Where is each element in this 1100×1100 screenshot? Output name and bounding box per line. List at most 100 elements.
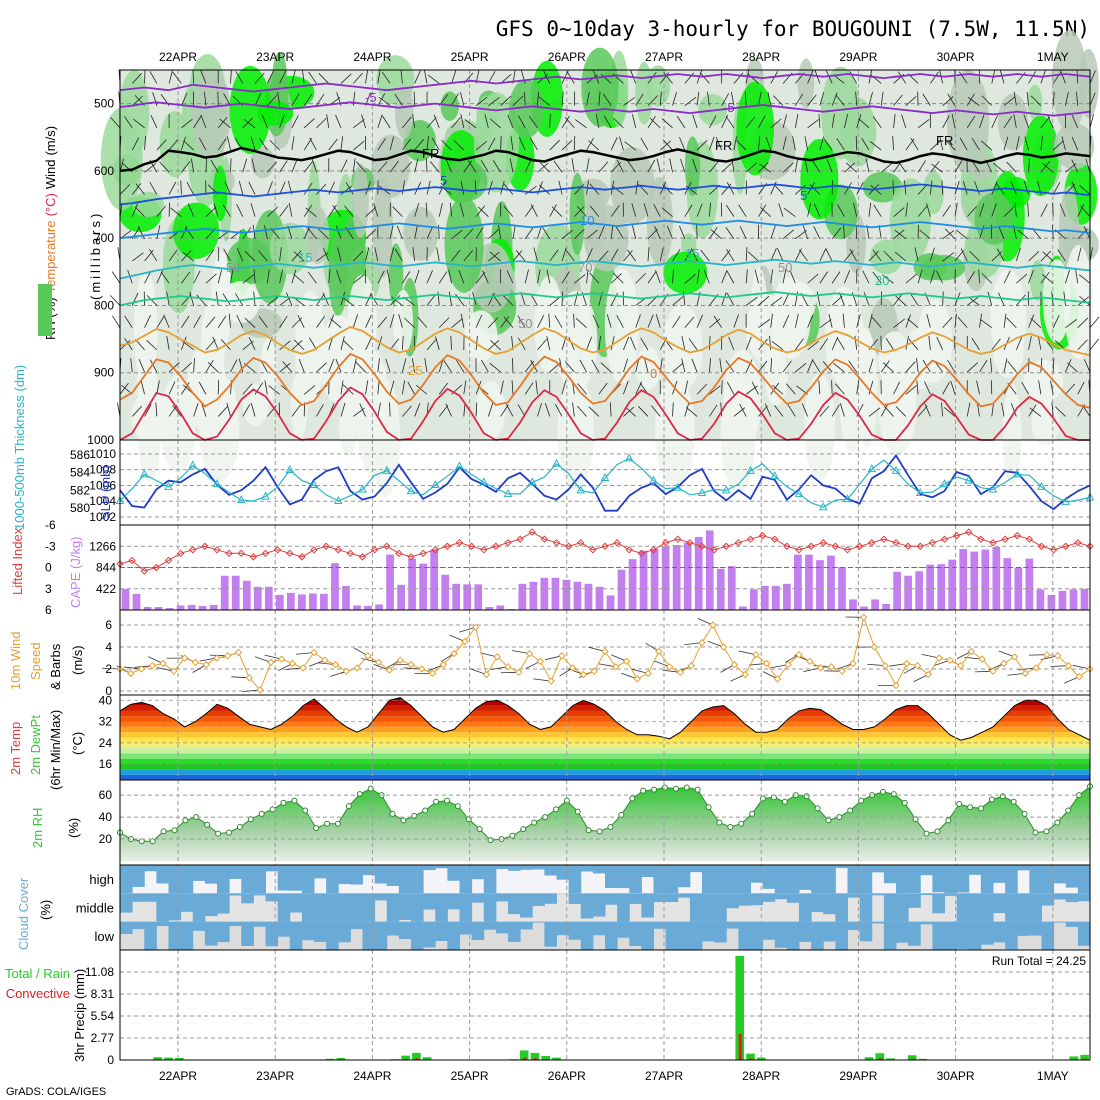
rh2m-point — [825, 817, 832, 824]
cloud-cell — [386, 865, 400, 886]
cape-bar — [320, 593, 328, 610]
wind-barb — [834, 383, 845, 395]
wind-barb — [554, 315, 563, 328]
wind-barb — [181, 315, 190, 328]
wind-barb — [170, 207, 182, 217]
wind-barb — [987, 291, 993, 306]
wind-barb — [947, 93, 956, 106]
cloud-cell — [956, 921, 970, 949]
thickness-point — [503, 488, 513, 497]
cape-bar — [595, 586, 604, 610]
wind-barb — [868, 380, 874, 395]
cloud-cell — [859, 893, 873, 922]
cloud-cell — [823, 893, 836, 915]
cloud-cell — [1077, 865, 1091, 894]
cloud-cell — [968, 921, 982, 950]
rh2m-point — [1054, 819, 1061, 826]
cape-bar — [992, 547, 1001, 610]
cloud-cell — [714, 921, 727, 943]
thickness-point — [746, 465, 755, 474]
wind-barb — [308, 71, 317, 84]
cloud-cell — [653, 865, 667, 894]
wind-barb — [564, 361, 575, 373]
cloud-cell — [980, 865, 994, 894]
cloud-cell — [944, 921, 958, 950]
li-point — [1062, 542, 1070, 550]
cape-bar — [628, 559, 637, 610]
cape-bar — [584, 583, 593, 610]
wind-barb — [663, 72, 673, 84]
wind-barb — [807, 202, 812, 217]
temp-band — [120, 697, 1090, 701]
temp-band — [120, 769, 1090, 775]
wind10-point — [967, 647, 976, 656]
wind-barb — [189, 291, 195, 306]
wind-barb — [730, 91, 735, 106]
wind-barb — [266, 181, 273, 195]
wind10-point — [881, 661, 889, 670]
wind-barb — [291, 159, 298, 173]
precip-bar — [401, 1055, 410, 1060]
wind-barb — [990, 358, 993, 373]
wind-barb — [417, 316, 428, 328]
cloud-cell — [1041, 921, 1055, 950]
wind-barb — [426, 226, 434, 240]
wind-barb — [770, 118, 782, 129]
precip-bar — [886, 1058, 895, 1060]
rh-blob — [862, 171, 903, 203]
cape-bar — [981, 549, 990, 610]
cloud-cell — [738, 865, 751, 894]
wind-barb — [770, 313, 773, 328]
cape-bar — [948, 559, 957, 610]
wind-barb — [789, 270, 796, 284]
wind-barb — [332, 205, 342, 217]
wind-barb — [586, 158, 590, 173]
wind-barb — [389, 402, 391, 417]
cloud-row-label: middle — [76, 901, 114, 916]
wind-barb — [745, 296, 758, 306]
temp-tick-label: 16 — [99, 757, 113, 771]
li-point — [916, 542, 924, 550]
wind-barb — [1052, 140, 1064, 151]
wind10-point — [935, 654, 943, 662]
wind-barb — [200, 114, 207, 129]
temperature-label: Temperature — [43, 220, 58, 293]
wind10-point — [245, 674, 254, 682]
wind-barb — [437, 291, 440, 306]
rh2m-point — [651, 786, 658, 793]
cape-bar — [275, 594, 284, 610]
wind-barb — [720, 402, 723, 417]
wind-barb — [942, 230, 955, 240]
cape-bar — [716, 568, 725, 610]
wind-barb — [837, 204, 845, 217]
li-point — [892, 539, 900, 547]
wind-barb — [561, 115, 570, 129]
wind-barb — [373, 203, 379, 217]
wind-barb — [1007, 360, 1017, 373]
wind10-label-barbs: & Barbs — [48, 643, 63, 690]
li-point — [855, 542, 864, 550]
wind-barb — [794, 338, 804, 351]
cloud-cell — [180, 893, 194, 912]
thickness-point — [673, 482, 683, 491]
wind-barb — [782, 136, 787, 151]
li-point — [346, 549, 355, 558]
wind-barb — [438, 317, 450, 328]
pressure-axis-label: (millibars) — [88, 211, 103, 300]
wind-barb — [160, 271, 170, 284]
wind10-point — [321, 656, 329, 664]
wind-barb — [1030, 317, 1042, 328]
wind-barb — [848, 360, 858, 373]
wind-barb — [168, 249, 178, 262]
wind-barb — [588, 140, 600, 151]
cloud-cell — [617, 865, 630, 889]
wind-barb — [335, 114, 342, 129]
wind-barb — [672, 402, 674, 417]
wind-barb — [709, 115, 717, 129]
rh-dry-blob — [554, 290, 598, 392]
wind-barb — [181, 271, 191, 284]
wind-barb — [770, 248, 777, 262]
li-point — [201, 542, 209, 550]
precip-bar — [519, 1050, 529, 1060]
wind-barb — [942, 96, 954, 106]
